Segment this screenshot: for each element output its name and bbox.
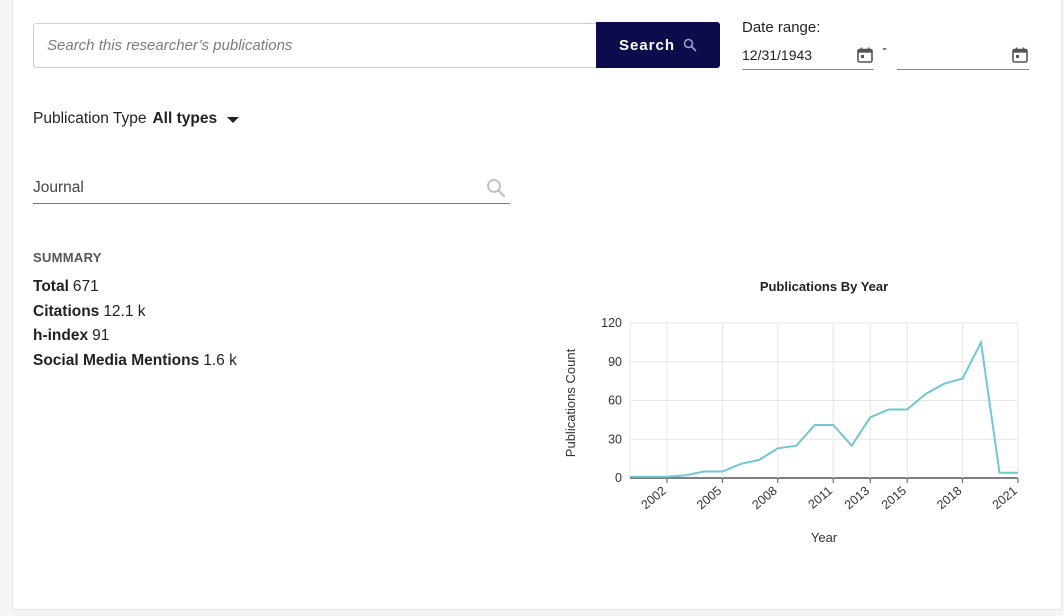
y-tick-label: 90 — [608, 355, 622, 369]
y-tick-label: 0 — [615, 471, 622, 485]
search-button[interactable]: Search — [596, 22, 720, 68]
search-panel — [12, 0, 1062, 610]
summary-item-h-index: h-index 91 — [33, 327, 109, 345]
series-line — [630, 339, 1018, 478]
summary-title: SUMMARY — [33, 250, 102, 265]
date-range-label: Date range: — [742, 19, 821, 36]
x-tick-label: 2013 — [842, 484, 872, 513]
summary-label: Total — [33, 278, 69, 295]
x-tick-label: 2002 — [639, 484, 669, 513]
search-button-label: Search — [618, 36, 676, 54]
y-tick-label: 30 — [608, 432, 622, 446]
summary-item-citations: Citations 12.1 k — [33, 303, 146, 321]
summary-value: 1.6 k — [203, 352, 237, 369]
chart-grid — [629, 322, 1019, 483]
caret-down-icon — [227, 117, 240, 123]
date-range-separator: - — [882, 40, 887, 57]
search-icon — [683, 38, 697, 52]
publications-by-year-chart: Publications By Year 0 30 60 90 120 2002 2005… — [563, 279, 1020, 545]
y-axis-label: Publications Count — [563, 348, 578, 457]
x-tick-label: 2021 — [990, 484, 1020, 513]
search-box — [33, 23, 597, 68]
summary-item-social-media: Social Media Mentions 1.6 k — [33, 352, 237, 370]
journal-field — [33, 172, 510, 204]
chart-title: Publications By Year — [760, 279, 888, 294]
x-tick-label: 2008 — [749, 484, 779, 513]
summary-label: Citations — [33, 303, 100, 320]
y-axis-ticks: 0 30 60 90 120 — [601, 316, 622, 485]
summary-item-total: Total 671 — [33, 278, 99, 296]
summary-value: 671 — [72, 278, 99, 295]
x-axis-ticks: 2002 2005 2008 2011 2013 2015 2018 2021 — [639, 484, 1020, 513]
y-tick-label: 60 — [608, 394, 622, 408]
publication-type-dropdown[interactable]: Publication Type All types — [33, 110, 240, 128]
date-from-field[interactable]: 12/31/1943 — [742, 40, 874, 70]
summary-value: 12.1 k — [103, 303, 146, 320]
date-from-value: 12/31/1943 — [742, 46, 813, 63]
calendar-icon[interactable] — [1011, 46, 1029, 64]
calendar-icon[interactable] — [856, 46, 874, 64]
search-icon — [487, 178, 505, 197]
x-tick-label: 2018 — [934, 484, 964, 513]
summary-value: 91 — [92, 327, 110, 344]
summary-label: h-index — [33, 327, 89, 344]
summary-label: Social Media Mentions — [33, 352, 200, 369]
publication-type-label: Publication Type — [33, 110, 147, 127]
x-tick-label: 2011 — [806, 484, 836, 512]
y-tick-label: 120 — [601, 316, 622, 330]
x-tick-label: 2005 — [694, 484, 724, 513]
x-axis-label: Year — [811, 530, 838, 545]
journal-input[interactable] — [33, 178, 453, 197]
search-input[interactable] — [34, 24, 597, 67]
publication-type-value: All types — [152, 110, 218, 127]
date-to-field[interactable] — [897, 40, 1029, 70]
x-tick-label: 2015 — [879, 484, 909, 513]
